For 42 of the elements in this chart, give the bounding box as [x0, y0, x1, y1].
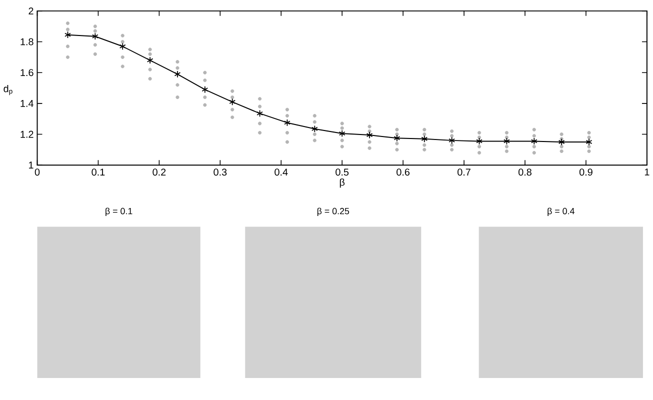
y-axis-title: d$_{p}$	[4, 85, 12, 96]
x-tick-label: 0.5	[336, 168, 349, 176]
x-axis-title: β	[340, 178, 345, 188]
x-tick-label: 0.8	[518, 168, 532, 176]
y-tick-label: 1.2	[20, 130, 34, 138]
point	[284, 119, 290, 126]
point	[421, 135, 428, 143]
point	[119, 42, 126, 50]
text: β = 0.25	[317, 208, 350, 216]
y-tick-label: 1	[29, 162, 34, 169]
y-tick-label: 1.6	[20, 69, 34, 76]
y-tick-label: 1.4	[20, 100, 34, 107]
x-tick-label: 0.6	[396, 168, 410, 176]
y-tick-label: 2	[28, 8, 34, 14]
point	[256, 110, 263, 118]
y-tick-label: 1.8	[20, 38, 34, 46]
point	[338, 130, 346, 138]
text: β = 0.1	[106, 208, 132, 216]
text: β = 0.4	[548, 208, 574, 216]
x-tick-label: 0.2	[152, 168, 166, 176]
point	[202, 86, 208, 94]
point	[448, 136, 456, 144]
point	[174, 70, 181, 78]
point	[476, 138, 482, 145]
x-tick-label: 0.9	[579, 168, 592, 176]
point	[64, 31, 71, 39]
x-tick-label: 0.3	[214, 168, 227, 176]
point	[504, 138, 510, 145]
x-tick-label: 0	[34, 168, 40, 176]
point	[530, 138, 538, 145]
point	[311, 125, 318, 133]
point	[92, 32, 98, 40]
point	[146, 56, 154, 64]
point	[586, 138, 592, 146]
point	[558, 138, 565, 146]
x-tick-label: 0.7	[458, 168, 470, 176]
x-tick-label: 1	[644, 168, 650, 176]
x-tick-label: 0.4	[274, 168, 288, 176]
point	[394, 134, 400, 142]
point	[229, 98, 236, 106]
point	[366, 132, 373, 139]
x-tick-label: 0.1	[92, 168, 105, 176]
